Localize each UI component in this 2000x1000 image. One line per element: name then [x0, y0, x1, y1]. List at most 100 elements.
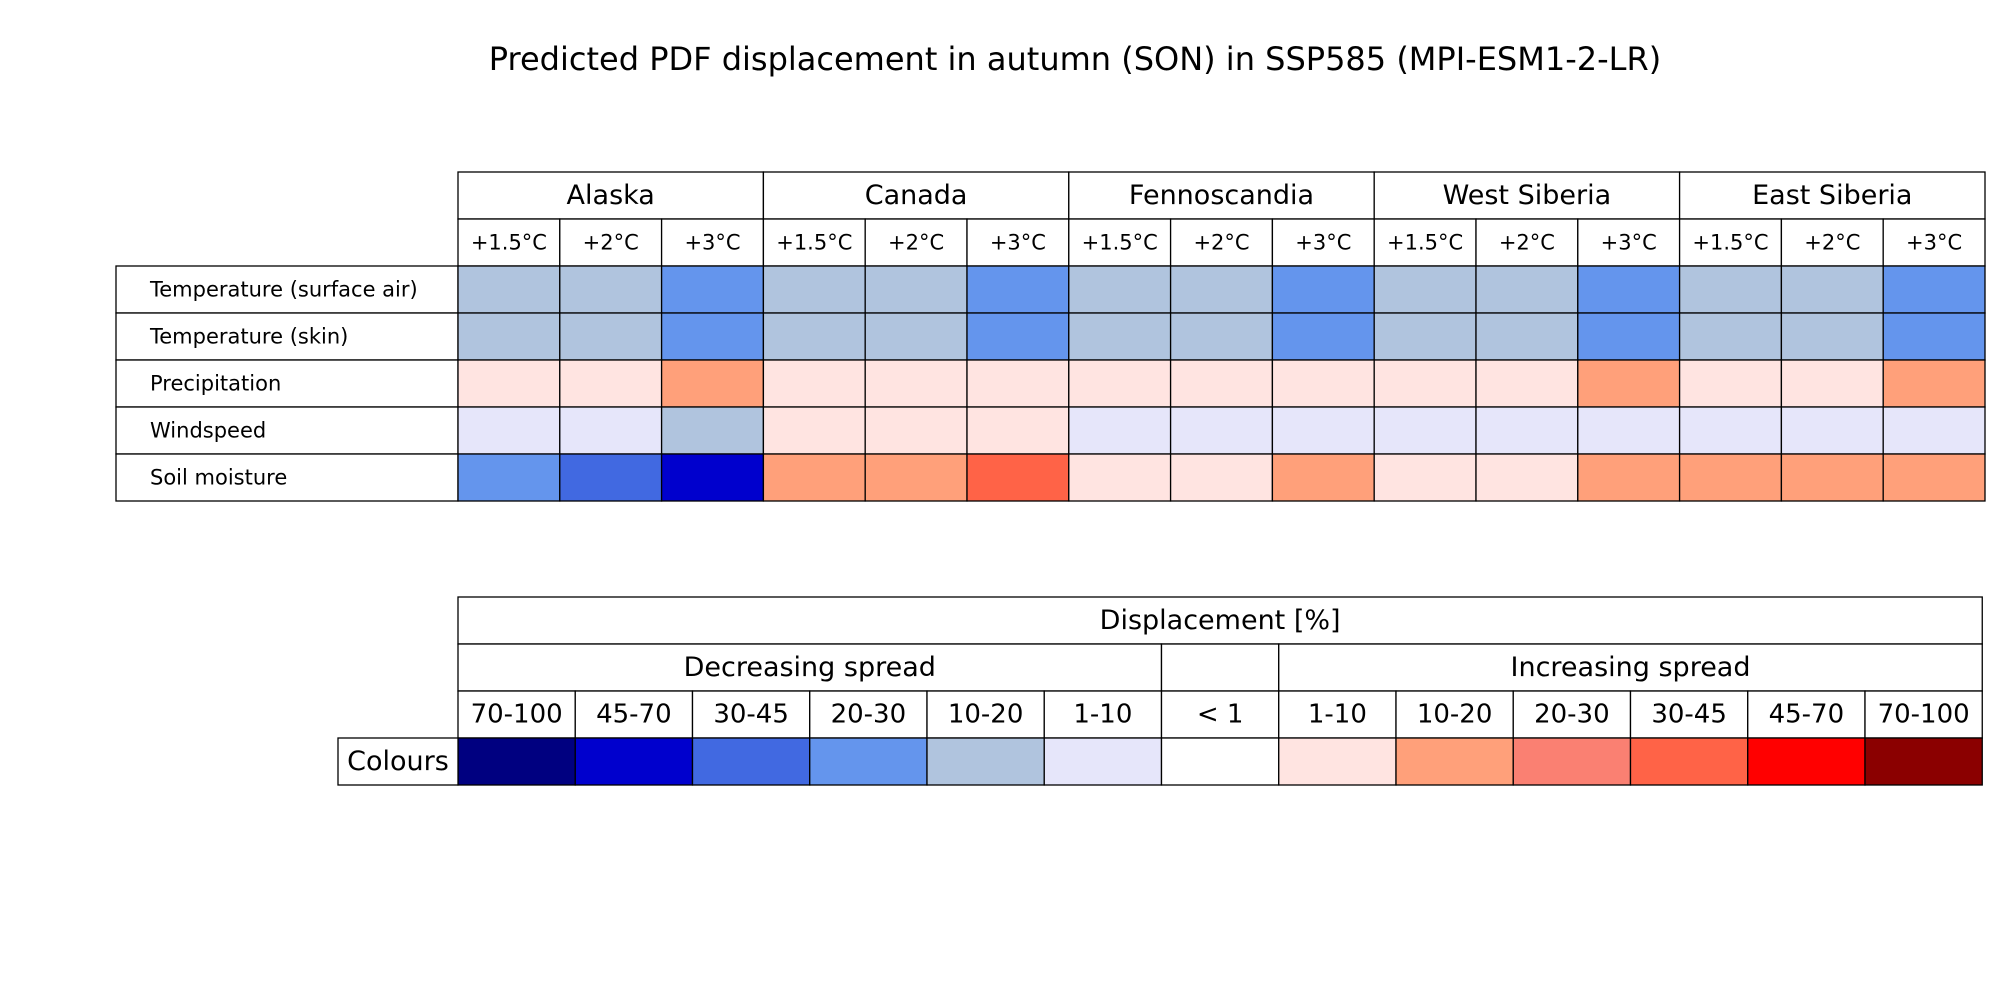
- displacement-cell: [1475, 406, 1579, 455]
- displacement-cell: [1577, 265, 1681, 314]
- warming-level-cell: [1882, 218, 1986, 267]
- displacement-cell: [1882, 312, 1986, 361]
- displacement-cell: [1678, 453, 1783, 502]
- displacement-cell: [457, 265, 561, 314]
- displacement-cell: [1068, 265, 1172, 314]
- legend-colour-swatch: [1278, 737, 1397, 786]
- legend-colour-swatch: [691, 737, 811, 786]
- warming-level-cell: [1373, 218, 1477, 267]
- warming-level-cell: [1780, 218, 1884, 267]
- displacement-cell: [1068, 406, 1172, 455]
- legend-group-label: Decreasing spread: [684, 652, 936, 683]
- warming-level-label: +3°C: [1601, 231, 1657, 255]
- warming-level-cell: [1271, 218, 1375, 267]
- displacement-cell: [966, 312, 1070, 361]
- displacement-cell: [1780, 265, 1884, 314]
- displacement-cell: [1678, 406, 1783, 455]
- legend-colour-swatch: [1043, 737, 1163, 786]
- variable-label: Precipitation: [150, 372, 281, 396]
- warming-level-label: +1.5°C: [471, 231, 547, 255]
- displacement-cell: [1577, 312, 1681, 361]
- region-header-label: East Siberia: [1752, 180, 1912, 211]
- legend-bin-label: 70-100: [1878, 700, 1970, 730]
- warming-level-label: +2°C: [1193, 231, 1249, 255]
- warming-level-label: +2°C: [888, 231, 944, 255]
- legend-colour-swatch: [926, 737, 1045, 786]
- legend-colour-swatch: [809, 737, 928, 786]
- legend-bin-label: 30-45: [1651, 700, 1727, 730]
- legend-bin-cell: [691, 690, 811, 739]
- displacement-cell: [1373, 265, 1477, 314]
- displacement-cell: [660, 359, 765, 408]
- displacement-cell: [1780, 312, 1884, 361]
- legend-bin-cell: [1512, 690, 1632, 739]
- displacement-cell: [864, 453, 968, 502]
- displacement-cell: [864, 312, 968, 361]
- region-header-label: Fennoscandia: [1129, 180, 1314, 211]
- displacement-cell: [559, 265, 663, 314]
- warming-level-cell: [1577, 218, 1681, 267]
- chart-title: Predicted PDF displacement in autumn (SO…: [488, 40, 1662, 78]
- legend-bin-cell: [574, 690, 694, 739]
- legend-row-label-cell: [337, 737, 459, 786]
- warming-level-label: +3°C: [1295, 231, 1351, 255]
- legend-colour-swatch: [1160, 737, 1280, 786]
- displacement-cell: [762, 406, 866, 455]
- region-header-label: Canada: [865, 180, 968, 211]
- legend-group-cell: [1160, 643, 1280, 692]
- warming-level-cell: [1068, 218, 1172, 267]
- displacement-cell: [966, 453, 1070, 502]
- displacement-cell: [1577, 453, 1681, 502]
- region-header-label: West Siberia: [1443, 180, 1612, 211]
- legend-colour-swatch: [1512, 737, 1632, 786]
- displacement-cell: [457, 406, 561, 455]
- legend-bin-label: 1-10: [1308, 700, 1367, 730]
- displacement-cell: [1169, 453, 1274, 502]
- displacement-cell: [559, 453, 663, 502]
- warming-level-label: +3°C: [1906, 231, 1962, 255]
- displacement-cell: [762, 312, 866, 361]
- variable-label-cell: [115, 359, 459, 408]
- warming-level-label: +3°C: [990, 231, 1046, 255]
- displacement-cell: [559, 406, 663, 455]
- region-header-cell: [457, 171, 765, 220]
- displacement-cell: [762, 453, 866, 502]
- warming-level-label: +1.5°C: [776, 231, 852, 255]
- legend-bin-cell: [1629, 690, 1749, 739]
- displacement-cell: [1882, 265, 1986, 314]
- displacement-cell: [1475, 312, 1579, 361]
- displacement-cell: [1271, 265, 1375, 314]
- displacement-cell: [1780, 453, 1884, 502]
- displacement-cell: [1271, 359, 1375, 408]
- displacement-cell: [1475, 265, 1579, 314]
- displacement-cell: [966, 406, 1070, 455]
- displacement-cell: [1373, 453, 1477, 502]
- displacement-cell: [1475, 453, 1579, 502]
- legend-title: Displacement [%]: [1100, 605, 1341, 636]
- legend-row-label: Colours: [347, 746, 449, 777]
- displacement-cell: [457, 453, 561, 502]
- warming-level-cell: [559, 218, 663, 267]
- displacement-cell: [966, 265, 1070, 314]
- displacement-cell: [660, 406, 765, 455]
- legend-group-cell: [1278, 643, 1983, 692]
- variable-label: Temperature (surface air): [149, 278, 418, 302]
- displacement-cell: [1678, 265, 1783, 314]
- displacement-cell: [660, 312, 765, 361]
- displacement-cell: [660, 265, 765, 314]
- legend-bin-label: < 1: [1197, 700, 1244, 730]
- variable-label-cell: [115, 453, 459, 502]
- displacement-cell: [457, 312, 561, 361]
- legend-bin-cell: [1160, 690, 1280, 739]
- displacement-cell: [1271, 312, 1375, 361]
- legend-bin-label: 20-30: [1534, 700, 1610, 730]
- displacement-cell: [1373, 406, 1477, 455]
- legend-colour-swatch: [1629, 737, 1749, 786]
- displacement-cell: [1678, 312, 1783, 361]
- warming-level-label: +1.5°C: [1387, 231, 1463, 255]
- displacement-cell: [1577, 359, 1681, 408]
- legend-colour-swatch: [457, 737, 576, 786]
- warming-level-cell: [457, 218, 561, 267]
- displacement-cell: [1882, 453, 1986, 502]
